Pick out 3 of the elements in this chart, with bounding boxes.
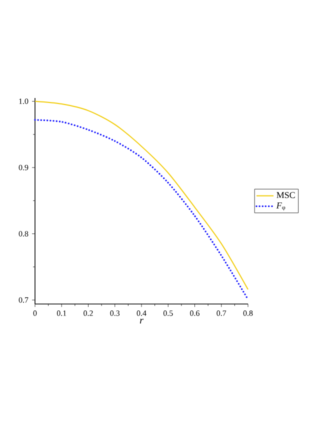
legend-label: F$_{φ}$ (276, 202, 286, 211)
x-axis-title: r (140, 318, 144, 324)
legend-label: MSC (276, 192, 295, 198)
